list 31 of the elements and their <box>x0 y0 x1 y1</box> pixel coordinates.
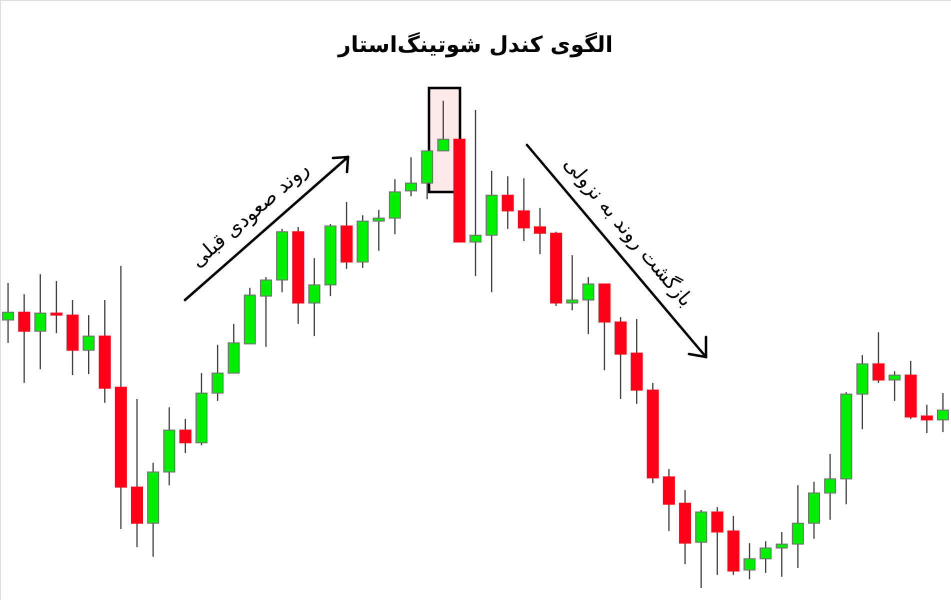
candlestick <box>936 392 949 433</box>
candlestick <box>582 276 594 335</box>
chart-title: الگوی کندل شوتینگ‌استار <box>337 31 613 58</box>
candlestick <box>308 257 320 337</box>
candlestick <box>212 344 224 402</box>
candlestick <box>518 178 530 242</box>
annotation: روند صعودی قبلی <box>185 156 314 272</box>
candlestick <box>2 282 14 344</box>
candlestick <box>470 109 482 277</box>
candlestick <box>405 156 418 197</box>
candlestick <box>792 484 804 569</box>
candlestick <box>50 280 62 334</box>
candlestick <box>34 274 46 370</box>
candlestick <box>502 176 514 230</box>
candlestick <box>920 404 933 434</box>
candlestick <box>872 332 884 384</box>
candlestick <box>711 506 724 576</box>
candlestick <box>888 370 901 402</box>
candlestick <box>534 207 546 255</box>
candlestick <box>260 276 272 348</box>
candlestick <box>744 542 756 580</box>
candlestick <box>18 294 30 384</box>
candlestick <box>566 254 578 311</box>
candlestick <box>760 540 772 574</box>
candlestick <box>179 418 192 454</box>
candlestick <box>437 100 450 152</box>
annotation: بازگشت روند به نزولی <box>559 152 698 312</box>
candlestick <box>776 531 788 578</box>
candlestick <box>372 209 385 252</box>
candlestick <box>82 314 95 375</box>
candlestick <box>824 453 836 520</box>
